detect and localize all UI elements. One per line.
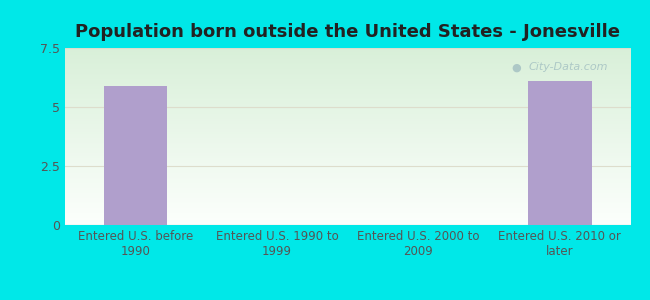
Text: ●: ● <box>512 62 521 72</box>
Title: Population born outside the United States - Jonesville: Population born outside the United State… <box>75 23 620 41</box>
Bar <box>104 86 168 225</box>
Bar <box>528 81 592 225</box>
Text: City-Data.com: City-Data.com <box>528 62 608 72</box>
